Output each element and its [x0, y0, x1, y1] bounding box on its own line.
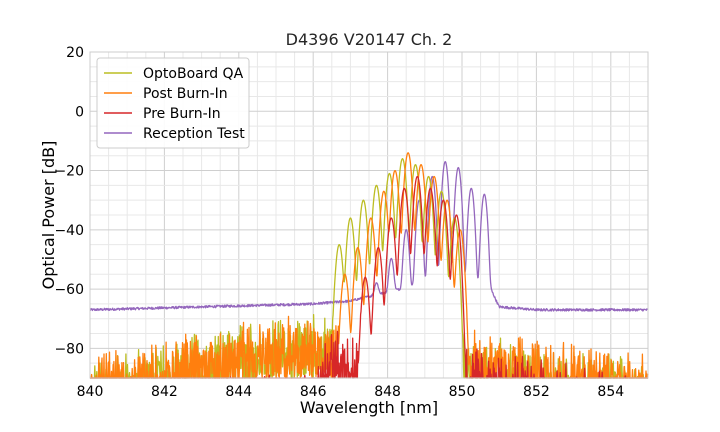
legend-label-pre-burn-in: Pre Burn-In: [143, 106, 221, 122]
legend-label-optoboard-qa: OptoBoard QA: [143, 66, 244, 82]
x-tick-label: 848: [374, 384, 401, 400]
legend-label-reception-test: Reception Test: [143, 126, 245, 142]
x-tick-label: 840: [77, 384, 104, 400]
x-tick-label: 842: [151, 384, 178, 400]
x-tick-label: 844: [225, 384, 252, 400]
tick-labels: 840 842 844 846 848 850 852 854 20 0 −20 −40 −60 −80: [54, 45, 624, 400]
y-tick-label: −60: [54, 282, 84, 298]
x-tick-label: 854: [597, 384, 624, 400]
legend-box: [96, 57, 250, 149]
y-tick-label: −80: [54, 341, 84, 357]
legend-label-post-burn-in: Post Burn-In: [143, 86, 228, 102]
y-tick-label: −20: [54, 164, 84, 180]
y-tick-label: −40: [54, 223, 84, 239]
x-axis-title: Wavelength [nm]: [300, 398, 438, 417]
y-tick-label: 0: [75, 104, 84, 120]
y-axis-title: Optical Power [dB]: [39, 141, 58, 290]
x-tick-label: 846: [300, 384, 327, 400]
legend: OptoBoard QA Post Burn-In Pre Burn-In Re…: [96, 57, 250, 149]
y-tick-label: 20: [66, 45, 84, 61]
x-tick-label: 850: [449, 384, 476, 400]
x-tick-label: 852: [523, 384, 550, 400]
plot-frame: [89, 51, 649, 379]
chart-title: D4396 V20147 Ch. 2: [286, 30, 453, 49]
